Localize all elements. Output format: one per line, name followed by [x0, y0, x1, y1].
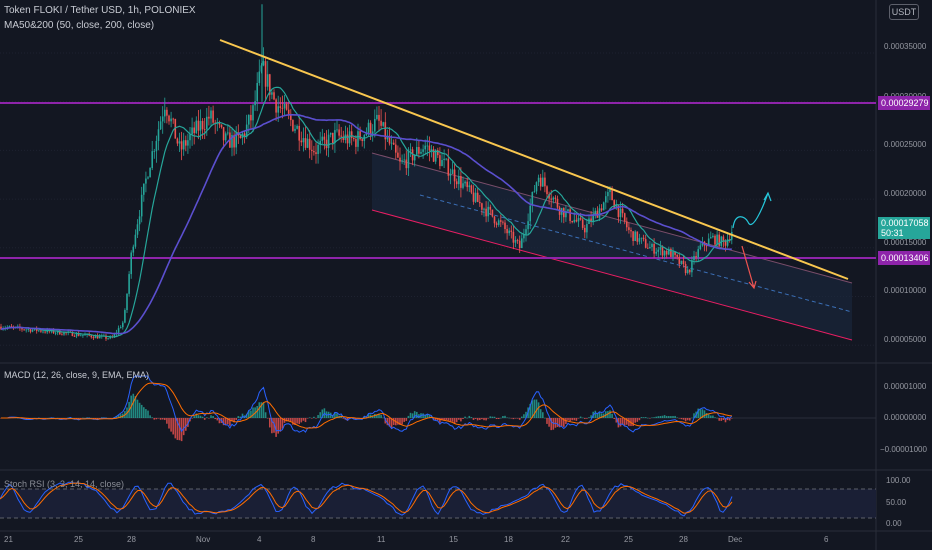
time-tick: Dec [728, 535, 743, 544]
price-tick: 0.00015000 [884, 238, 927, 247]
bearish-arrow-head [748, 280, 757, 290]
channel-upper-line [371, 152, 853, 284]
bullish-arrow-head [763, 191, 772, 202]
support-price-label: 0.00013406 [878, 251, 930, 265]
bearish-projection-arrow[interactable] [741, 245, 755, 289]
time-tick: 25 [624, 535, 633, 544]
time-tick: 18 [504, 535, 513, 544]
current-price-label: 0.00017058 50:31 [878, 217, 930, 239]
price-tick: 0.00025000 [884, 140, 927, 149]
bar-countdown: 50:31 [881, 228, 904, 238]
descending-trendline[interactable] [219, 39, 849, 280]
time-tick: Nov [196, 535, 211, 544]
time-tick: 8 [311, 535, 316, 544]
currency-button[interactable]: USDT [889, 4, 919, 20]
price-tick: 0.00005000 [884, 335, 927, 344]
time-tick: 22 [561, 535, 570, 544]
time-tick: 15 [449, 535, 458, 544]
price-tick: 0.00035000 [884, 42, 927, 51]
price-tick: 0.00020000 [884, 189, 927, 198]
macd-line [1, 375, 733, 433]
time-tick: 28 [127, 535, 136, 544]
ma200-line [0, 114, 732, 335]
time-tick: 4 [257, 535, 262, 544]
stoch-d-line [0, 482, 733, 514]
time-tick: 28 [679, 535, 688, 544]
time-tick: 25 [74, 535, 83, 544]
stoch-indicator-label[interactable]: Stoch RSI (3, 3, 14, 14, close) [4, 479, 125, 489]
macd-tick: −0.00001000 [880, 445, 927, 454]
stoch-tick: 0.00 [886, 519, 902, 528]
ma-indicator-label[interactable]: MA50&200 (50, close, 200, close) [4, 20, 155, 31]
resistance-price-label: 0.00029279 [878, 96, 930, 110]
time-tick: 11 [377, 535, 386, 544]
time-tick: 6 [824, 535, 829, 544]
macd-tick: 0.00001000 [884, 382, 927, 391]
current-price-value: 0.00017058 [881, 218, 929, 228]
channel-lower-line [371, 209, 853, 341]
symbol-title[interactable]: Token FLOKI / Tether USD, 1h, POLONIEX [4, 5, 196, 16]
macd-indicator-label[interactable]: MACD (12, 26, close, 9, EMA, EMA) [4, 370, 150, 380]
channel-mid-line [419, 194, 853, 313]
bullish-projection-arrow[interactable] [732, 192, 769, 229]
price-tick: 0.00010000 [884, 286, 927, 295]
stoch-tick: 50.00 [886, 498, 907, 507]
price-candles [0, 4, 733, 341]
time-tick: 21 [4, 535, 13, 544]
macd-tick: 0.00000000 [884, 413, 927, 422]
stoch-tick: 100.00 [886, 476, 911, 485]
macd-signal-line [1, 382, 732, 429]
